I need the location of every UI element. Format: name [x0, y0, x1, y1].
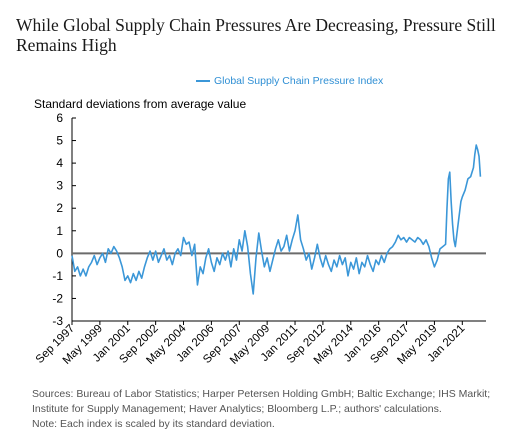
- y-tick-label: 3: [56, 179, 63, 193]
- y-tick-label: 6: [56, 111, 63, 125]
- footnote: Note: Each index is scaled by its standa…: [32, 418, 275, 430]
- y-tick-label: -2: [52, 291, 63, 305]
- sources-line-2: Institute for Supply Management; Haver A…: [32, 403, 442, 415]
- chart-title: While Global Supply Chain Pressures Are …: [16, 15, 496, 55]
- legend-label: Global Supply Chain Pressure Index: [214, 75, 384, 87]
- sources-line-1: Sources: Bureau of Labor Statistics; Har…: [32, 388, 491, 400]
- y-tick-label: 4: [56, 156, 63, 170]
- y-tick-label: 0: [56, 246, 63, 260]
- y-tick-label: -3: [52, 314, 63, 328]
- series-line: [71, 144, 482, 295]
- y-tick-label: 1: [56, 224, 63, 238]
- y-tick-label: 2: [56, 201, 63, 215]
- legend-swatch: [196, 80, 210, 82]
- y-tick-label: -1: [52, 269, 63, 283]
- y-tick-label: 5: [56, 134, 63, 148]
- legend: Global Supply Chain Pressure Index: [196, 74, 383, 88]
- y-axis-label: Standard deviations from average value: [34, 97, 247, 111]
- chart-footer: Sources: Bureau of Labor Statistics; Har…: [32, 387, 512, 432]
